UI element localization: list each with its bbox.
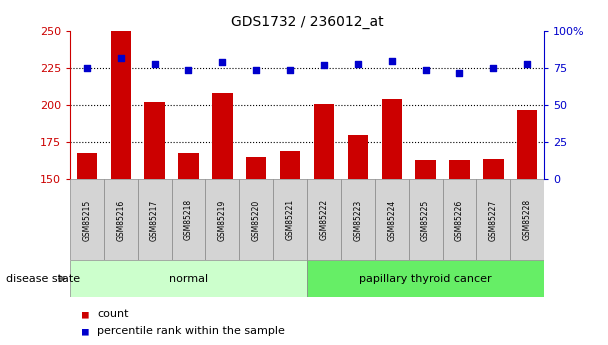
Point <box>150 61 159 67</box>
Point <box>421 67 430 72</box>
Point <box>319 62 329 68</box>
FancyBboxPatch shape <box>171 179 206 260</box>
FancyBboxPatch shape <box>104 179 137 260</box>
Point <box>251 67 261 72</box>
Bar <box>246 157 266 179</box>
FancyBboxPatch shape <box>375 179 409 260</box>
Bar <box>212 93 232 179</box>
Point <box>116 55 126 60</box>
Bar <box>449 160 469 179</box>
Text: GSM85216: GSM85216 <box>116 199 125 240</box>
Bar <box>314 104 334 179</box>
FancyBboxPatch shape <box>70 179 104 260</box>
Text: GSM85227: GSM85227 <box>489 199 498 240</box>
FancyBboxPatch shape <box>443 179 477 260</box>
Bar <box>77 153 97 179</box>
FancyBboxPatch shape <box>307 179 341 260</box>
Text: GSM85217: GSM85217 <box>150 199 159 240</box>
Text: GSM85218: GSM85218 <box>184 199 193 240</box>
Bar <box>348 135 368 179</box>
Point <box>184 67 193 72</box>
Text: GSM85219: GSM85219 <box>218 199 227 240</box>
Text: percentile rank within the sample: percentile rank within the sample <box>97 326 285 336</box>
Text: papillary thyroid cancer: papillary thyroid cancer <box>359 274 492 284</box>
FancyBboxPatch shape <box>70 260 307 297</box>
Text: disease state: disease state <box>6 274 80 284</box>
Text: GSM85225: GSM85225 <box>421 199 430 240</box>
Point <box>285 67 295 72</box>
Point <box>455 70 465 75</box>
Text: count: count <box>97 309 129 319</box>
FancyBboxPatch shape <box>137 179 171 260</box>
Bar <box>111 31 131 179</box>
Text: ■: ■ <box>82 309 89 319</box>
FancyBboxPatch shape <box>206 179 240 260</box>
Text: ■: ■ <box>82 326 89 336</box>
Point <box>522 61 532 67</box>
Text: GSM85222: GSM85222 <box>319 199 328 240</box>
FancyBboxPatch shape <box>273 179 307 260</box>
Text: GSM85224: GSM85224 <box>387 199 396 240</box>
Text: normal: normal <box>169 274 208 284</box>
Bar <box>382 99 402 179</box>
Title: GDS1732 / 236012_at: GDS1732 / 236012_at <box>230 14 384 29</box>
Bar <box>517 110 537 179</box>
FancyBboxPatch shape <box>240 179 273 260</box>
Text: GSM85223: GSM85223 <box>353 199 362 240</box>
Text: GSM85215: GSM85215 <box>82 199 91 240</box>
Bar <box>178 153 199 179</box>
FancyBboxPatch shape <box>477 179 510 260</box>
FancyBboxPatch shape <box>510 179 544 260</box>
Text: GSM85226: GSM85226 <box>455 199 464 240</box>
Text: GSM85220: GSM85220 <box>252 199 261 240</box>
Text: GSM85221: GSM85221 <box>286 199 295 240</box>
FancyBboxPatch shape <box>409 179 443 260</box>
Point <box>353 61 363 67</box>
Point <box>218 59 227 65</box>
Text: GSM85228: GSM85228 <box>523 199 532 240</box>
Bar <box>280 151 300 179</box>
FancyBboxPatch shape <box>341 179 375 260</box>
Bar <box>415 160 436 179</box>
Point <box>387 58 396 63</box>
Point <box>488 65 498 71</box>
Bar <box>483 159 503 179</box>
FancyBboxPatch shape <box>307 260 544 297</box>
Bar <box>145 102 165 179</box>
Point <box>82 65 92 71</box>
